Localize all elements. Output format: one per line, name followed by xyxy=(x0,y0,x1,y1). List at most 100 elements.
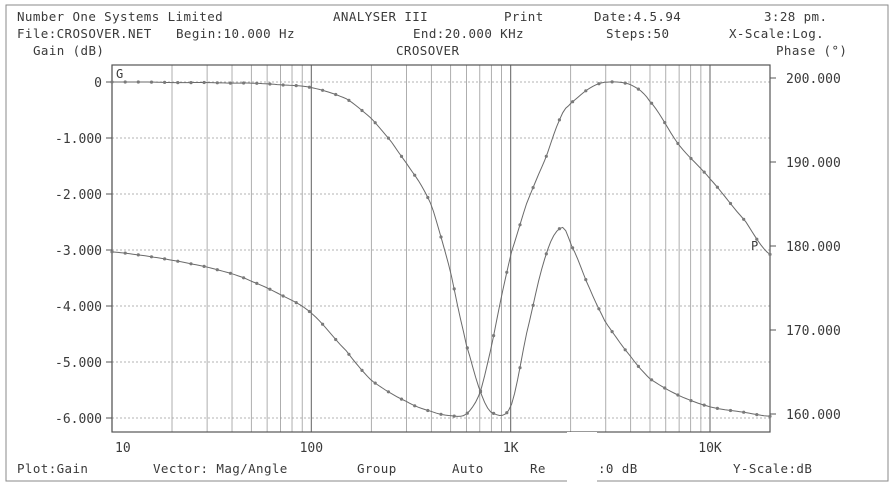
data-point xyxy=(149,255,154,259)
data-point xyxy=(321,322,325,326)
file-name: File:CROSOVER.NET xyxy=(17,26,152,41)
x-tick-label: 10 xyxy=(115,441,131,456)
left-tick-label: -2.000 xyxy=(55,188,102,203)
data-point xyxy=(413,173,417,177)
data-point xyxy=(242,276,246,280)
print-menu[interactable]: Print xyxy=(504,9,544,24)
data-point xyxy=(399,154,404,158)
data-point xyxy=(465,411,469,415)
data-point xyxy=(281,83,285,87)
data-point xyxy=(676,141,680,146)
data-point xyxy=(136,253,140,257)
data-point xyxy=(689,399,693,403)
data-point xyxy=(294,301,298,305)
data-point xyxy=(163,257,167,261)
data-point xyxy=(321,88,325,92)
auto-option[interactable]: Auto xyxy=(452,461,484,476)
series-label-g: G xyxy=(116,67,123,81)
data-point xyxy=(676,393,680,397)
data-point xyxy=(623,348,627,352)
data-point xyxy=(702,170,706,174)
data-point xyxy=(768,252,772,256)
data-point xyxy=(715,185,720,189)
right-tick-label: 180.000 xyxy=(786,240,841,255)
screen-frame xyxy=(5,4,889,482)
data-point xyxy=(228,81,232,85)
data-point xyxy=(702,403,706,407)
data-point xyxy=(360,108,364,113)
data-point xyxy=(176,81,180,85)
data-point xyxy=(610,80,614,84)
data-point xyxy=(202,264,206,268)
data-point xyxy=(360,368,364,372)
data-point xyxy=(215,268,219,272)
plot-border xyxy=(111,64,771,433)
data-point xyxy=(531,186,535,190)
data-point xyxy=(413,404,417,408)
right-tick-label: 190.000 xyxy=(786,156,841,171)
left-tick-label: -4.000 xyxy=(55,300,102,315)
data-point xyxy=(557,227,562,231)
group-option[interactable]: Group xyxy=(357,461,397,476)
data-point xyxy=(386,390,390,394)
data-point xyxy=(518,223,522,227)
data-point xyxy=(307,309,311,314)
reference-value: :0 dB xyxy=(598,461,638,476)
time-display: 3:28 pm. xyxy=(764,9,828,24)
data-point xyxy=(689,156,693,161)
data-point xyxy=(347,98,351,102)
data-point xyxy=(202,80,206,85)
left-axis-label: Gain (dB) xyxy=(33,43,105,58)
data-point xyxy=(347,352,351,356)
data-point xyxy=(505,411,509,415)
data-point xyxy=(268,82,272,86)
data-point xyxy=(373,121,377,125)
data-point xyxy=(149,80,154,84)
data-point xyxy=(755,413,759,417)
data-point xyxy=(755,237,759,241)
data-point xyxy=(715,406,720,410)
data-point xyxy=(334,337,338,342)
data-point xyxy=(663,386,667,390)
data-point xyxy=(123,251,127,255)
left-tick-label: -1.000 xyxy=(55,132,102,147)
data-point xyxy=(663,121,667,125)
data-point xyxy=(492,411,496,415)
data-point xyxy=(768,414,772,418)
end-frequency: End:20.000 KHz xyxy=(413,26,524,41)
vector-mode[interactable]: Vector: Mag/Angle xyxy=(153,461,288,476)
data-point xyxy=(136,80,140,84)
data-point xyxy=(571,100,575,104)
data-point xyxy=(518,366,522,370)
data-point xyxy=(584,89,588,93)
data-point xyxy=(571,246,575,250)
left-tick-label: -5.000 xyxy=(55,356,102,371)
right-tick-label: 200.000 xyxy=(786,72,841,87)
data-point xyxy=(650,378,654,382)
x-tick-label: 1K xyxy=(503,441,519,456)
data-point xyxy=(110,80,114,84)
data-point xyxy=(255,281,259,285)
data-point xyxy=(531,303,535,307)
program-name: ANALYSER III xyxy=(333,9,429,24)
data-point xyxy=(742,217,746,221)
chart-title: CROSOVER xyxy=(396,43,460,58)
data-point xyxy=(439,412,443,416)
steps-count: Steps:50 xyxy=(606,26,670,41)
x-tick-label: 100 xyxy=(300,441,323,456)
y-scale-setting: Y-Scale:dB xyxy=(733,461,813,476)
data-point xyxy=(426,195,430,200)
data-point xyxy=(465,346,469,350)
plot-mode[interactable]: Plot:Gain xyxy=(17,461,89,476)
begin-frequency: Begin:10.000 Hz xyxy=(176,26,295,41)
data-point xyxy=(636,364,641,368)
data-point xyxy=(110,250,114,254)
data-point xyxy=(478,389,483,393)
data-point xyxy=(189,262,193,266)
series-label-p: P xyxy=(751,239,758,253)
data-point xyxy=(281,294,285,298)
data-point xyxy=(557,118,562,122)
data-point xyxy=(373,381,377,385)
data-point xyxy=(452,287,456,291)
